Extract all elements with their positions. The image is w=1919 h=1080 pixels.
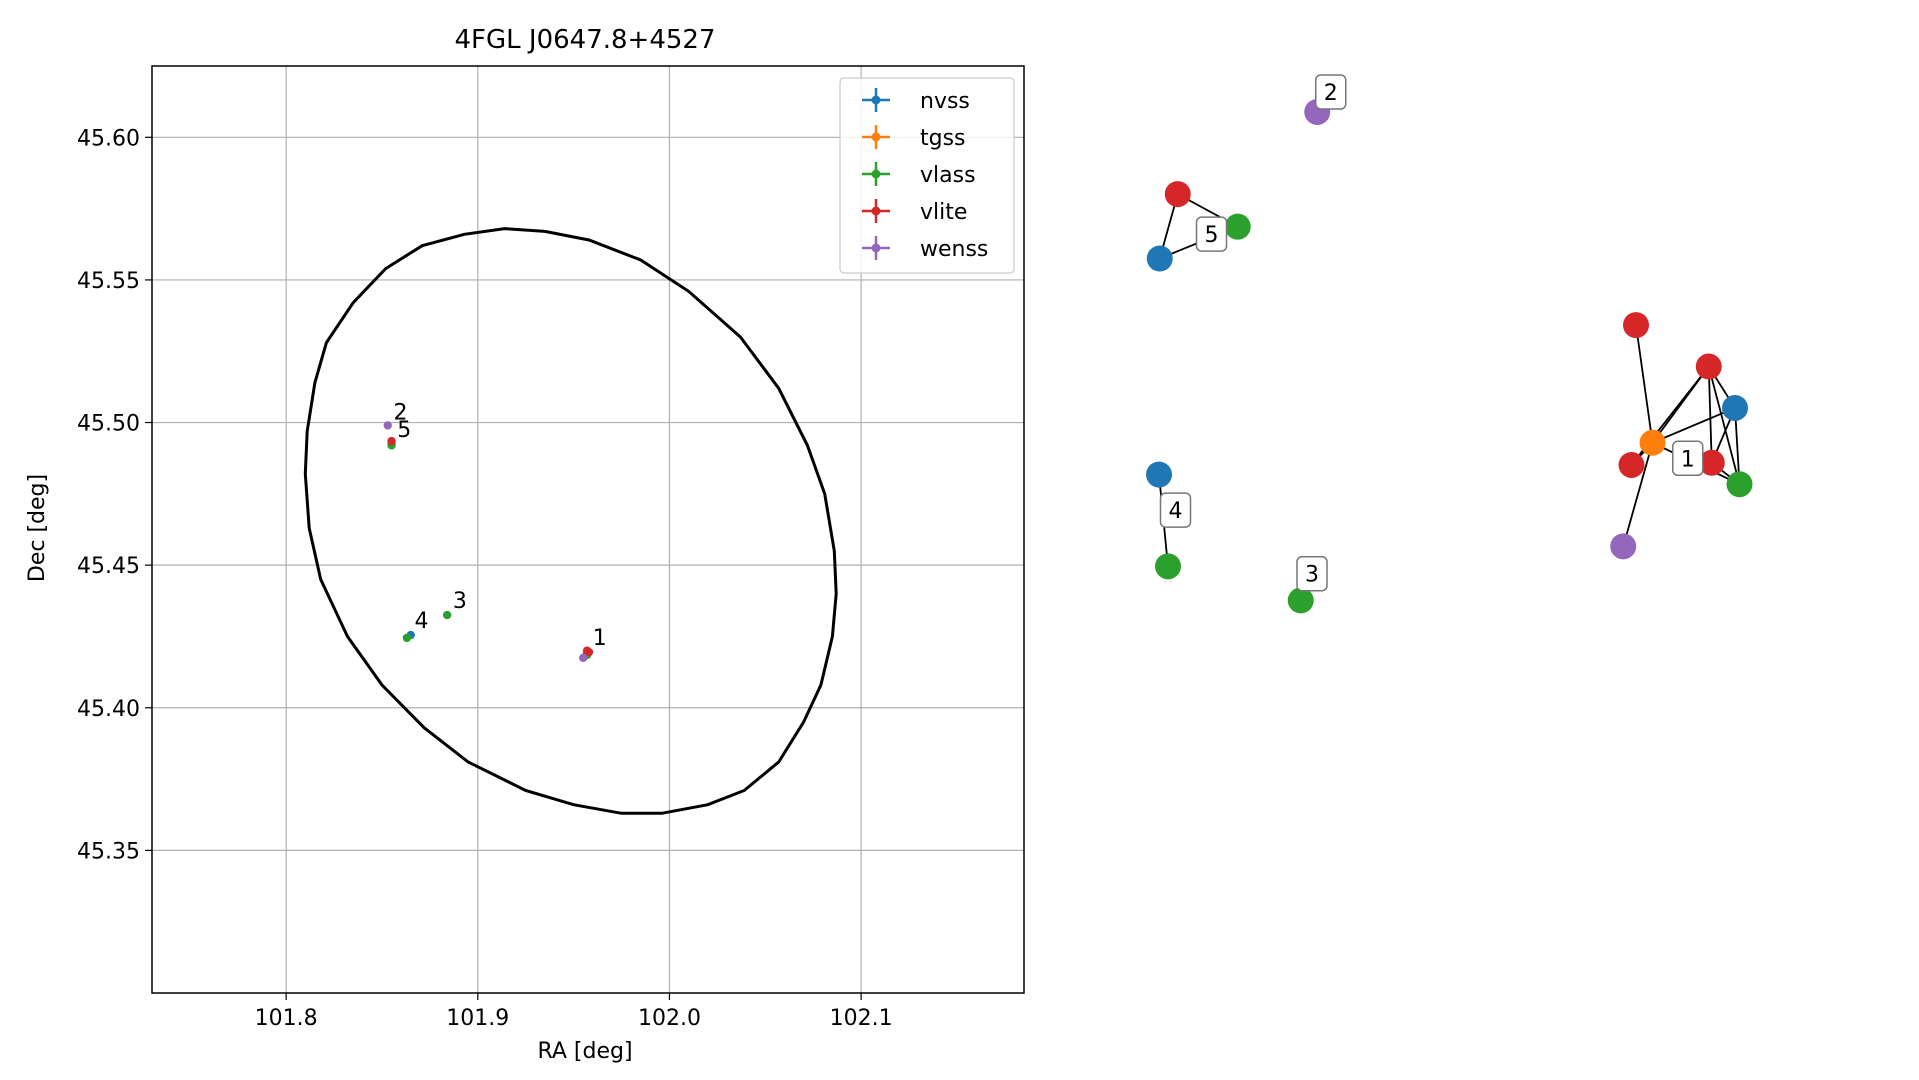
data-point-vlass: [402, 633, 412, 643]
point-annotation: 2: [393, 401, 407, 426]
node-label-box: [1159, 492, 1192, 528]
legend-label: vlass: [920, 163, 976, 188]
point-annotation: 1: [593, 626, 607, 651]
legend-label: tgss: [920, 126, 966, 151]
scatter-plot: 101.8 101.9 102.0 102.1 45.35 45.40 45.45 45.50…: [77, 65, 1025, 1031]
x-tick-label: 102.0: [638, 1006, 701, 1031]
network-edge: [1707, 366, 1741, 485]
x-tick-label: 102.1: [830, 1006, 893, 1031]
node-label: 3: [1305, 563, 1319, 588]
y-tick-label: 45.50: [77, 412, 140, 437]
data-point-vlass: [442, 610, 452, 620]
network-node: [1722, 394, 1748, 421]
network-edge: [1652, 407, 1736, 444]
legend-marker-dot: [871, 132, 881, 142]
network-node: [1618, 451, 1645, 478]
network-node: [1164, 181, 1191, 208]
node-label: 5: [1205, 223, 1219, 248]
x-tick-label: 101.9: [446, 1006, 509, 1031]
legend-label: wenss: [920, 237, 988, 262]
legend-marker-dot: [871, 206, 881, 216]
network-node: [1639, 429, 1666, 456]
legend-label: vlite: [920, 200, 967, 225]
legend-marker-dot: [871, 169, 881, 179]
y-tick-label: 45.60: [77, 126, 140, 151]
data-point-wenss: [383, 421, 392, 430]
legend-marker-dot: [871, 243, 881, 253]
uncertainty-ellipse: [303, 227, 838, 815]
network-edge: [1635, 324, 1654, 443]
x-axis-label: RA [deg]: [537, 1039, 632, 1064]
network-node: [1155, 553, 1181, 580]
legend-box: [839, 77, 1015, 274]
network-edge: [1622, 442, 1654, 547]
network-node: [1698, 449, 1725, 476]
network-node: [1695, 353, 1722, 380]
network-graph: 5 2 4 3 1: [1146, 74, 1753, 614]
node-label-box: [1296, 555, 1328, 592]
legend: nvss tgss vlass vlite wenss: [839, 77, 1015, 274]
network-node: [1224, 213, 1251, 240]
network-node: [1146, 461, 1172, 488]
node-label-box: [1672, 440, 1704, 477]
y-tick-label: 45.45: [77, 554, 140, 579]
point-annotation: 4: [415, 609, 429, 634]
network-node: [1623, 312, 1649, 339]
x-tick-label: 101.8: [255, 1006, 318, 1031]
node-label: 2: [1324, 81, 1338, 106]
y-tick-label: 45.35: [77, 839, 140, 864]
chart-title: 4FGL J0647.8+4527: [455, 25, 716, 55]
data-point-vlite: [387, 436, 396, 446]
y-tick-label: 45.40: [77, 697, 140, 722]
network-node: [1146, 245, 1173, 272]
legend-label: nvss: [920, 89, 970, 114]
node-label: 1: [1681, 447, 1695, 472]
y-axis-label: Dec [deg]: [25, 474, 50, 582]
node-label-box: [1195, 216, 1228, 252]
y-tick-label: 45.55: [77, 269, 140, 294]
node-label: 4: [1169, 499, 1183, 524]
point-annotation: 3: [453, 589, 467, 614]
node-label-box: [1315, 74, 1347, 110]
network-node: [1287, 587, 1314, 614]
data-point-vlite: [584, 647, 594, 657]
network-node: [1610, 533, 1637, 560]
data-point-wenss: [579, 653, 588, 663]
network-node: [1726, 471, 1753, 498]
network-edge: [1707, 366, 1713, 463]
plot-frame: [151, 65, 1025, 994]
point-annotation: 5: [397, 418, 411, 443]
legend-marker-dot: [871, 95, 881, 105]
